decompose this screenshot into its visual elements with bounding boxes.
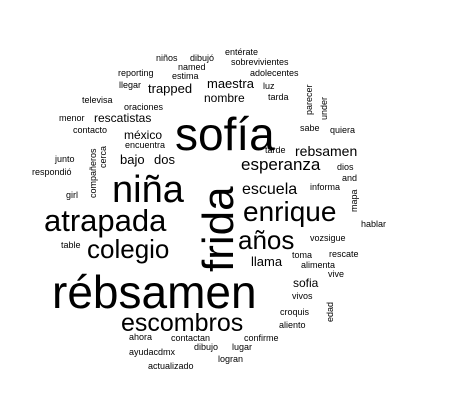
word-informa: informa: [310, 182, 340, 192]
word-adolecentes: adolecentes: [250, 68, 299, 78]
word-lugar: lugar: [232, 342, 252, 352]
word-rescate: rescate: [329, 249, 359, 259]
word-televisa: televisa: [82, 95, 113, 105]
word-dos: dos: [154, 152, 175, 167]
word-logran: logran: [218, 354, 243, 364]
word-companeros: compañeros: [88, 148, 98, 198]
word-sofia: sofia: [293, 276, 319, 290]
word-menor: menor: [59, 113, 85, 123]
word-vivos: vivos: [292, 291, 313, 301]
word-llegar: llegar: [119, 80, 141, 90]
word-ninos: niños: [156, 53, 178, 63]
word-toma: toma: [292, 250, 312, 260]
word-dibujo: dibujo: [194, 342, 218, 352]
word-aliento: aliento: [279, 320, 306, 330]
word-ayudacdmx: ayudacdmx: [129, 347, 176, 357]
word-vive: vive: [328, 269, 344, 279]
word-mexico: méxico: [124, 128, 162, 142]
word-and: and: [342, 173, 357, 183]
word-rebsamen: rebsamen: [295, 143, 357, 159]
word-tarde: tarde: [265, 145, 286, 155]
word-cerca: cerca: [98, 146, 108, 168]
word-rescatistas: rescatistas: [94, 111, 151, 125]
word-escombros: escombros: [121, 309, 243, 337]
word-escuela: escuela: [242, 181, 297, 198]
word-estima: estima: [172, 71, 199, 81]
word-parecer: parecer: [304, 84, 314, 115]
word-alimenta: alimenta: [301, 260, 335, 270]
word-actualizado: actualizado: [148, 361, 194, 371]
word-maestra: maestra: [207, 76, 255, 91]
word-croquis: croquis: [280, 307, 310, 317]
word-hablar: hablar: [361, 219, 386, 229]
word-contactan: contactan: [171, 333, 210, 343]
word-frida: frida: [194, 186, 243, 272]
word-mapa: mapa: [349, 189, 359, 212]
word-sabe: sabe: [300, 123, 320, 133]
word-dibujo-accent: dibujó: [190, 53, 214, 63]
word-quiera: quiera: [330, 125, 355, 135]
word-reporting: reporting: [118, 68, 154, 78]
word-vozsigue: vozsigue: [310, 233, 346, 243]
word-nina: niña: [112, 169, 185, 211]
word-edad: edad: [325, 302, 335, 322]
word-esperanza: esperanza: [241, 155, 321, 174]
word-table: table: [61, 240, 81, 250]
word-bajo: bajo: [120, 152, 145, 167]
word-dios: dios: [337, 162, 354, 172]
word-junto: junto: [54, 154, 75, 164]
word-atrapada: atrapada: [44, 203, 167, 238]
word-enterate: entérate: [225, 47, 258, 57]
word-sobrevivientes: sobrevivientes: [231, 57, 289, 67]
word-respondio: respondió: [32, 167, 72, 177]
word-tarda: tarda: [268, 92, 289, 102]
word-named: named: [178, 62, 206, 72]
word-trapped: trapped: [148, 81, 192, 96]
word-luz: luz: [263, 81, 275, 91]
word-nombre: nombre: [204, 91, 245, 105]
word-contacto: contacto: [73, 125, 107, 135]
word-colegio: colegio: [87, 234, 169, 264]
word-under: under: [319, 97, 329, 120]
word-ahora: ahora: [129, 332, 152, 342]
word-rebsamen-accent: rébsamen: [52, 266, 257, 318]
word-girl: girl: [66, 190, 78, 200]
word-anos: años: [238, 225, 294, 255]
word-sofia-accent: sofía: [175, 108, 275, 160]
word-llama: llama: [251, 254, 283, 269]
word-enrique: enrique: [243, 196, 336, 227]
word-oraciones: oraciones: [124, 102, 164, 112]
word-encuentra: encuentra: [125, 140, 165, 150]
word-confirme: confirme: [244, 333, 279, 343]
